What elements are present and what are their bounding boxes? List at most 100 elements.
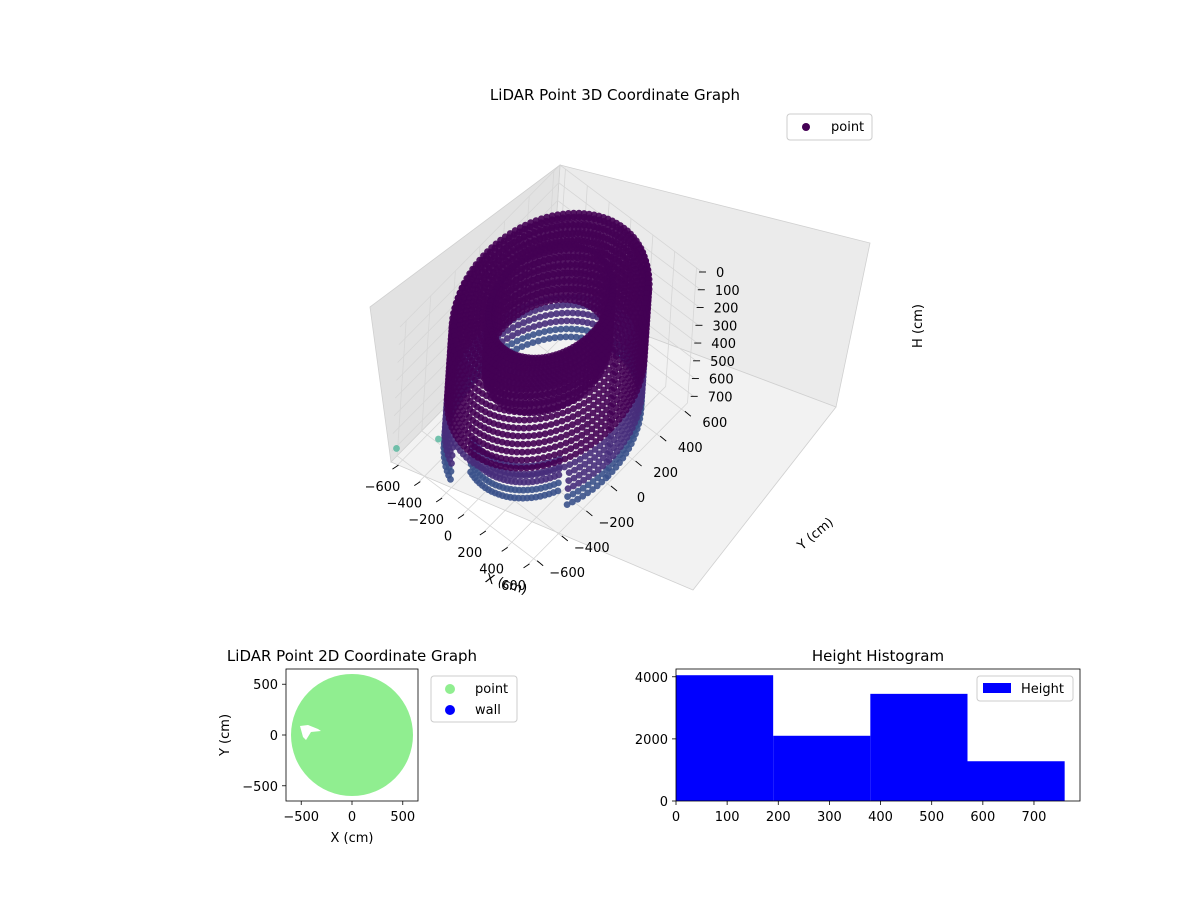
lidar-point xyxy=(570,397,578,405)
lidar-point xyxy=(511,472,519,480)
lidar-point xyxy=(582,444,590,452)
lidar-point xyxy=(547,311,555,318)
x-tick-label-hist: 400 xyxy=(868,810,893,825)
lidar-point xyxy=(564,253,572,261)
lidar-point xyxy=(578,326,586,334)
lidar-point xyxy=(543,213,551,221)
lidar-point xyxy=(544,383,552,391)
lidar-point xyxy=(511,400,519,408)
lidar-point xyxy=(571,389,578,397)
lidar-point xyxy=(572,333,580,341)
lidar-point xyxy=(592,430,600,437)
lidar-point xyxy=(543,218,551,226)
y-tick-label-hist: 0 xyxy=(660,795,668,810)
lidar-point xyxy=(447,476,454,483)
axes-2d: −500 0 500 −500 0 500 xyxy=(242,678,415,825)
x-tick-label-hist: 700 xyxy=(1022,810,1047,825)
lidar-point xyxy=(534,455,542,463)
lidar-point xyxy=(644,280,652,288)
lidar-point xyxy=(572,450,579,458)
lidar-point xyxy=(518,343,526,350)
lidar-point xyxy=(507,367,514,375)
x-axis-label-2d: X (cm) xyxy=(331,831,374,846)
lidar-point xyxy=(563,280,570,287)
lidar-point xyxy=(548,212,556,220)
lidar-point xyxy=(591,377,599,385)
lidar-point xyxy=(594,406,602,413)
lidar-point xyxy=(570,405,577,413)
lidar-point xyxy=(576,463,584,471)
lidar-point xyxy=(542,422,549,430)
lidar-point xyxy=(574,317,581,325)
lidar-point xyxy=(586,388,593,396)
lidar-point xyxy=(562,447,569,455)
plot-area-2d xyxy=(291,674,413,796)
histogram-bar xyxy=(967,761,1065,801)
lidar-point xyxy=(591,454,598,461)
lidar-point xyxy=(525,424,533,432)
lidar-point xyxy=(568,325,575,333)
lidar-point xyxy=(564,258,572,266)
lidar-point xyxy=(516,408,523,416)
y-tick-label: −600 xyxy=(549,566,585,581)
lidar-point xyxy=(522,472,530,480)
lidar-point xyxy=(569,309,577,317)
lidar-point xyxy=(558,425,565,433)
lidar-point xyxy=(527,400,535,408)
lidar-point xyxy=(567,437,575,445)
lidar-point xyxy=(550,467,557,475)
lidar-point xyxy=(595,450,603,458)
lidar-point xyxy=(528,385,536,393)
lidar-point xyxy=(508,340,516,348)
lidar-point xyxy=(574,495,581,503)
lidar-point xyxy=(525,325,532,332)
lidar-point xyxy=(550,382,557,390)
lidar-point xyxy=(587,372,595,380)
lidar-point xyxy=(600,378,608,386)
lidar-point xyxy=(566,377,574,384)
lidar-point xyxy=(594,474,602,482)
lidar-point xyxy=(584,412,592,420)
lidar-point xyxy=(539,462,547,470)
lidar-point xyxy=(576,455,584,463)
lidar-point xyxy=(509,432,517,440)
lidar-point xyxy=(537,305,544,313)
z-tick-label: 700 xyxy=(708,390,733,405)
lidar-point xyxy=(573,325,581,333)
lidar-point xyxy=(593,482,601,490)
lidar-point xyxy=(562,325,570,333)
lidar-point xyxy=(552,318,560,326)
lidar-point xyxy=(509,424,517,432)
lidar-point xyxy=(609,348,617,356)
lidar-point xyxy=(561,455,569,463)
lidar-point xyxy=(565,391,573,399)
grid-line xyxy=(665,251,676,387)
lidar-point xyxy=(581,391,588,399)
x-tick-label-hist: 100 xyxy=(715,810,740,825)
lidar-point xyxy=(530,323,538,330)
lidar-point xyxy=(563,423,571,431)
lidar-point xyxy=(588,433,595,441)
lidar-point xyxy=(546,335,553,342)
lidar-point xyxy=(584,420,591,428)
x-tick-label-2d: −500 xyxy=(283,810,319,825)
lidar-point xyxy=(560,385,568,393)
y-axis-label-2d: Y (cm) xyxy=(218,714,233,757)
lidar-point xyxy=(580,468,588,476)
lidar-point xyxy=(547,429,554,436)
lidar-point xyxy=(548,303,555,310)
lidar-point xyxy=(589,478,597,485)
lidar-point xyxy=(585,473,593,481)
lidar-point xyxy=(562,285,570,293)
y-tick-label-2d: 0 xyxy=(270,729,278,744)
lidar-point xyxy=(536,313,544,321)
lidar-point xyxy=(539,384,547,392)
lidar-point xyxy=(554,211,562,219)
z-tick-label: 0 xyxy=(716,266,724,281)
histogram-bar xyxy=(870,693,968,801)
z-tick-label: 500 xyxy=(710,355,735,370)
y-tick xyxy=(635,460,642,467)
point-disk xyxy=(291,674,413,796)
lidar-point xyxy=(557,325,565,333)
lidar-point xyxy=(507,464,515,472)
